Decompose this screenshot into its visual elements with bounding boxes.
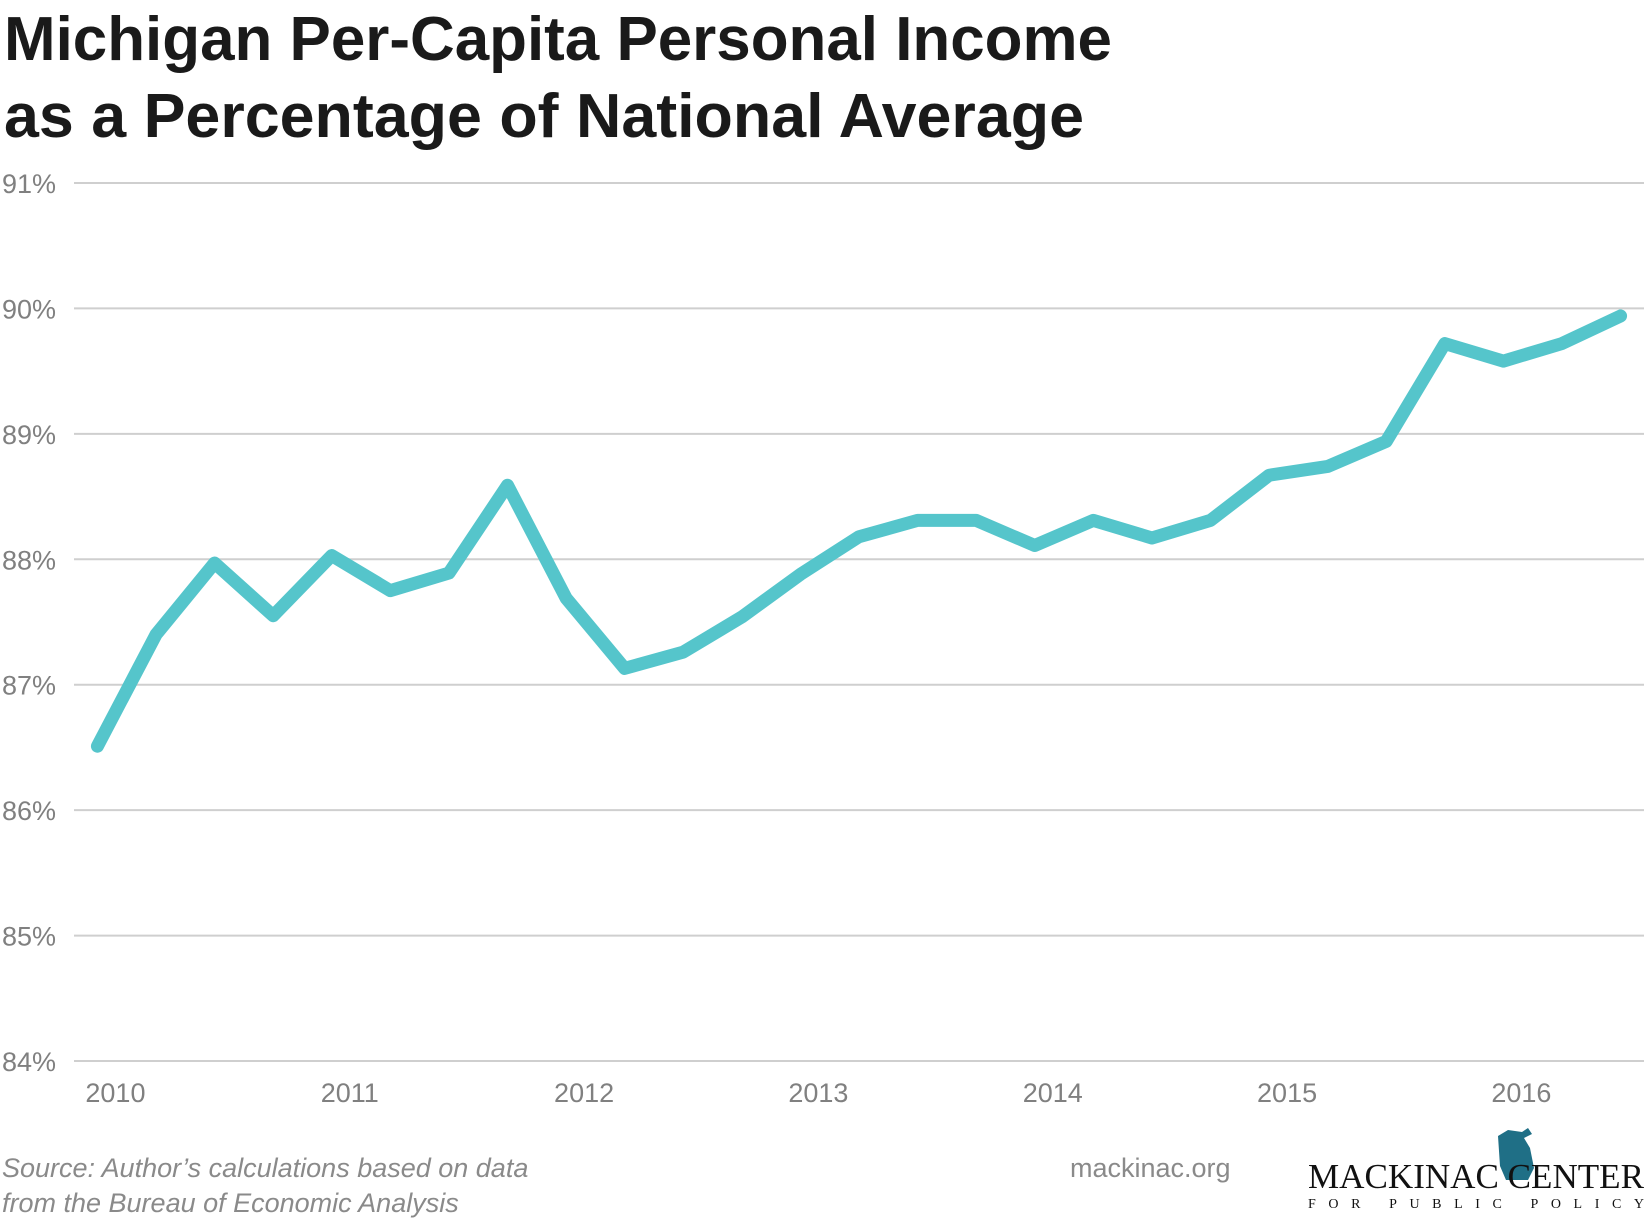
x-tick-label: 2016 bbox=[1491, 1078, 1551, 1108]
x-tick-label: 2015 bbox=[1257, 1078, 1317, 1108]
x-tick-label: 2013 bbox=[788, 1078, 848, 1108]
source-note: Source: Author’s calculations based on d… bbox=[2, 1153, 528, 1183]
x-tick-label: 2011 bbox=[321, 1078, 379, 1108]
y-tick-label: 89% bbox=[2, 420, 56, 450]
x-tick-label: 2014 bbox=[1023, 1078, 1083, 1108]
website: mackinac.org bbox=[1070, 1153, 1231, 1183]
source-note: from the Bureau of Economic Analysis bbox=[2, 1188, 459, 1218]
chart-title: as a Percentage of National Average bbox=[4, 82, 1084, 151]
logo-name: MACKINAC CENTER bbox=[1308, 1157, 1645, 1196]
data-line bbox=[90, 309, 1628, 753]
y-tick-label: 87% bbox=[2, 671, 56, 701]
chart-title: Michigan Per-Capita Personal Income bbox=[4, 5, 1112, 74]
x-tick-label: 2012 bbox=[554, 1078, 614, 1108]
y-tick-label: 91% bbox=[2, 169, 56, 199]
y-tick-label: 85% bbox=[2, 922, 56, 952]
y-tick-label: 86% bbox=[2, 796, 56, 826]
y-tick-label: 90% bbox=[2, 294, 56, 324]
logo-icon bbox=[1498, 1128, 1534, 1180]
y-tick-label: 88% bbox=[2, 545, 56, 575]
logo-tagline: FOR PUBLIC POLICY bbox=[1308, 1197, 1644, 1212]
y-tick-label: 84% bbox=[2, 1047, 56, 1077]
x-tick-label: 2010 bbox=[85, 1078, 145, 1108]
